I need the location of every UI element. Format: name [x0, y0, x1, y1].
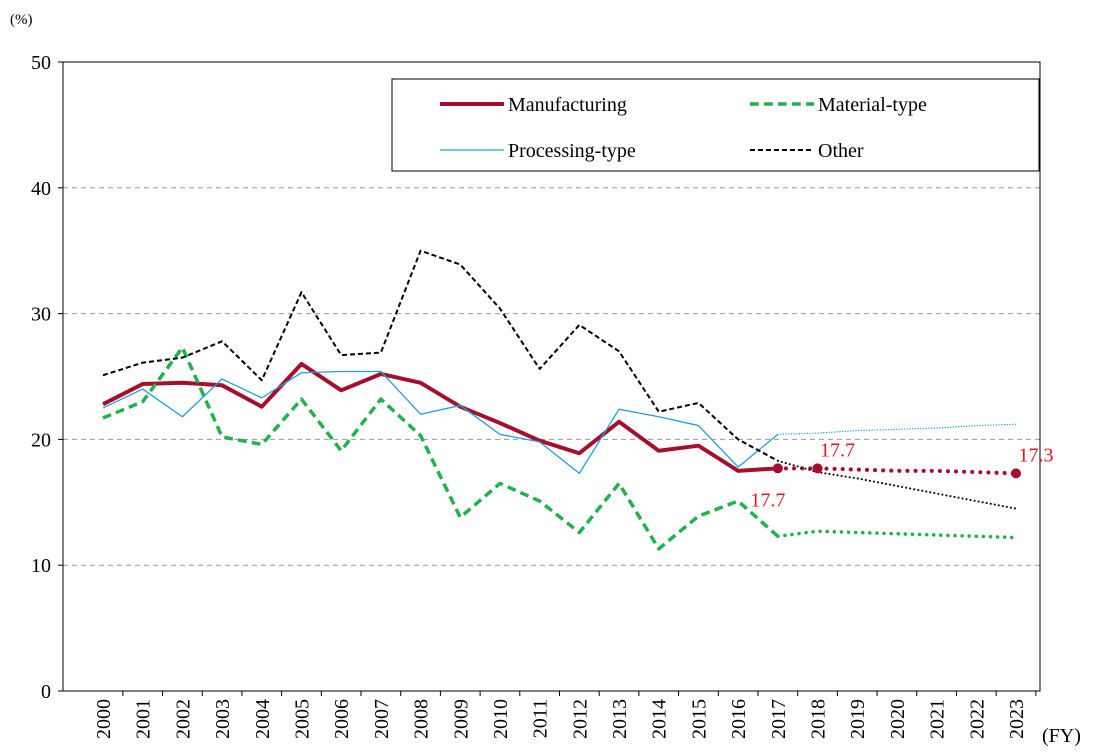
x-tick-label: 2005: [291, 699, 313, 739]
x-tick-label: 2012: [569, 699, 591, 739]
x-unit-label: (FY): [1042, 725, 1081, 747]
point-marker: [1011, 468, 1021, 479]
legend-label: Other: [818, 140, 864, 162]
y-unit-label: (%): [10, 12, 33, 28]
x-tick-label: 2013: [609, 699, 631, 739]
point-marker: [772, 463, 783, 474]
x-tick-label: 2016: [728, 699, 750, 739]
data-label: 17.7: [820, 439, 855, 461]
legend-box: [391, 78, 1040, 172]
y-tick-label: 0: [41, 681, 51, 703]
y-tick-label: 40: [31, 178, 51, 200]
x-tick-label: 2022: [966, 699, 988, 739]
x-tick-label: 2009: [450, 699, 472, 739]
x-tick-label: 2007: [371, 699, 393, 739]
series-line: [102, 345, 779, 551]
x-tick-label: 2011: [530, 699, 552, 738]
x-tick-label: 2014: [649, 699, 671, 739]
x-tick-label: 2006: [331, 699, 353, 739]
x-tick-label: 2008: [411, 699, 433, 739]
legend-label: Processing-type: [508, 140, 636, 162]
legend-label: Material-type: [818, 94, 927, 116]
x-tick-label: 2010: [490, 699, 512, 739]
legend-label: Manufacturing: [508, 94, 627, 116]
data-label: 17.7: [750, 489, 785, 511]
y-tick-label: 20: [31, 429, 51, 451]
y-tick-label: 50: [31, 52, 51, 74]
y-tick-label: 30: [31, 304, 51, 326]
forecast-line: [777, 423, 1017, 436]
x-tick-label: 2020: [887, 699, 909, 739]
x-tick-label: 2001: [133, 699, 155, 739]
series-line: [102, 249, 779, 462]
x-tick-label: 2018: [808, 699, 830, 739]
series-line: [102, 370, 779, 475]
forecast-line: [776, 529, 1018, 540]
point-marker: [812, 463, 823, 474]
data-label: 17.3: [1019, 444, 1054, 466]
y-tick-label: 10: [31, 555, 51, 577]
x-tick-label: 2004: [252, 699, 274, 739]
x-tick-label: 2021: [927, 699, 949, 739]
x-tick-label: 2017: [768, 699, 790, 739]
x-tick-label: 2003: [212, 699, 234, 739]
x-tick-label: 2015: [688, 699, 710, 739]
plot-frame: [62, 61, 1041, 692]
series-line: [102, 361, 778, 473]
x-tick-label: 2023: [1006, 699, 1028, 739]
x-tick-label: 2000: [93, 699, 115, 739]
x-tick-label: 2002: [172, 699, 194, 739]
x-tick-label: 2019: [847, 699, 869, 739]
